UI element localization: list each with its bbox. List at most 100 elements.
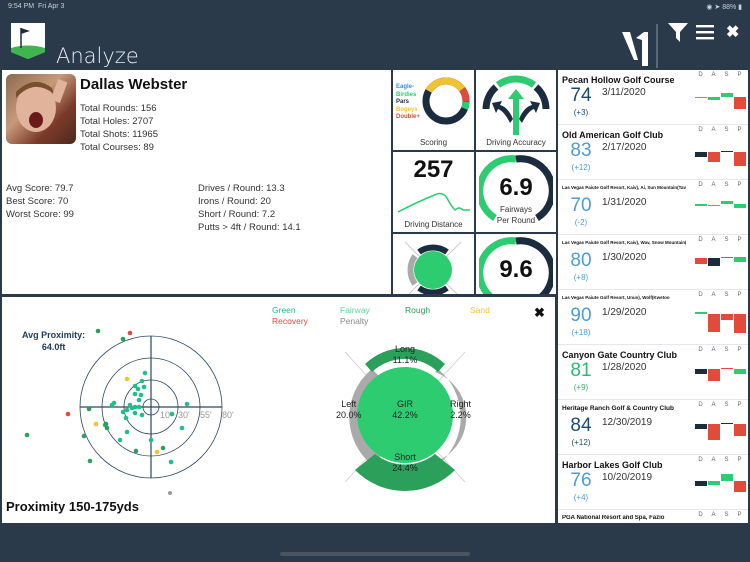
- round-date: 10/20/2019: [602, 472, 653, 483]
- fairways-tile[interactable]: 6.9 Fairways Per Round: [476, 152, 556, 232]
- gir-value: 9.6: [499, 256, 533, 283]
- legend-fairway[interactable]: Fairway: [340, 305, 370, 315]
- legend-double: Double+: [396, 114, 420, 120]
- legend-birdies: Birdies: [396, 91, 417, 98]
- score-stats: Avg Score: 79.7 Best Score: 70 Worst Sco…: [6, 182, 74, 221]
- course-name: Las Vegas Paiute Golf Resort, Kaiv), Wav…: [562, 240, 686, 245]
- course-name: Canyon Gate Country Club: [562, 350, 678, 360]
- app-header: Analyze ✖: [0, 14, 750, 68]
- driving-accuracy-tile[interactable]: Driving Accuracy: [476, 70, 556, 150]
- round-row[interactable]: Canyon Gate Country Club 81 (+9) 1/28/20…: [558, 345, 748, 400]
- menu-icon[interactable]: [696, 24, 714, 40]
- course-name: PGA National Resort and Spa, Fazio: [562, 515, 665, 521]
- legend-penalty[interactable]: Penalty: [340, 316, 369, 326]
- svg-text:55': 55': [200, 410, 212, 420]
- status-battery: ◉ ➤ 88% ▮: [706, 4, 742, 11]
- round-row[interactable]: Harbor Lakes Golf Club 76 (+4) 10/20/201…: [558, 455, 748, 510]
- course-name: Pecan Hollow Golf Course: [562, 75, 675, 85]
- scoring-tile[interactable]: Eagle- Birdies Pars Bogeys Double+ Scori…: [393, 70, 474, 150]
- round-date: 1/28/2020: [602, 362, 647, 373]
- course-name: Harbor Lakes Golf Club: [562, 460, 663, 470]
- close-panel-icon[interactable]: ✖: [534, 305, 545, 320]
- svg-text:30': 30': [178, 410, 190, 420]
- round-date: 12/30/2019: [602, 417, 653, 428]
- proximity-panel: Avg Proximity: 64.0ft 10' 30' 55' 80': [2, 297, 555, 523]
- gir-miss-chart: [344, 348, 467, 492]
- round-score: 80: [570, 250, 592, 271]
- course-name: Las Vegas Paiute Golf Resort, Unuv), Wol…: [562, 295, 670, 300]
- round-row[interactable]: Las Vegas Paiute Golf Resort, Kaiv), Ai,…: [558, 180, 748, 235]
- gir-value-tile[interactable]: 9.6: [476, 234, 556, 294]
- distance-trend-icon: [397, 192, 470, 213]
- golf-flag-logo-icon: [11, 23, 45, 59]
- course-name: Las Vegas Paiute Golf Resort, Kaiv), Ai,…: [562, 185, 686, 190]
- fairways-label: Fairways: [499, 205, 532, 214]
- driving-distance-label: Driving Distance: [404, 220, 463, 229]
- driving-accuracy-label: Driving Accuracy: [486, 138, 546, 147]
- round-diff: (+12): [571, 163, 591, 172]
- worst-score: Worst Score: 99: [6, 209, 74, 220]
- shot-stats: Drives / Round: 13.3 Irons / Round: 20 S…: [198, 182, 301, 234]
- scoring-label: Scoring: [419, 138, 448, 147]
- course-name: Heritage Ranch Golf & Country Club: [562, 405, 674, 412]
- round-date: 3/11/2020: [602, 87, 646, 98]
- round-score: 90: [570, 305, 592, 326]
- rounds-list[interactable]: Pecan Hollow Golf Course 74 (+3) 3/11/20…: [558, 70, 748, 523]
- close-icon[interactable]: ✖: [726, 24, 740, 41]
- scoring-legend: Eagle- Birdies Pars Bogeys Double+: [396, 84, 420, 122]
- round-diff: (+18): [571, 328, 591, 337]
- miss-right: Right 2.2%: [450, 399, 472, 420]
- dashboard: Dallas Webster Total Rounds: 156 Total H…: [0, 68, 750, 524]
- svg-text:80': 80': [222, 410, 234, 420]
- irons-per-round: Irons / Round: 20: [198, 196, 271, 207]
- per-round-label: Per Round: [496, 216, 536, 225]
- total-rounds: Total Rounds: 156: [80, 103, 157, 114]
- round-row[interactable]: Old American Golf Club 83 (+12) 2/17/202…: [558, 125, 748, 180]
- total-shots: Total Shots: 11965: [80, 129, 158, 140]
- round-diff: (+3): [573, 108, 589, 117]
- player-profile-panel: Dallas Webster Total Rounds: 156 Total H…: [2, 70, 391, 294]
- legend-sand[interactable]: Sand: [470, 305, 490, 315]
- legend-rough[interactable]: Rough: [405, 305, 431, 315]
- legend-bogeys: Bogeys: [396, 106, 418, 113]
- round-row[interactable]: Las Vegas Paiute Golf Resort, Unuv), Wol…: [558, 290, 748, 345]
- miss-gir: GIR 42.2%: [392, 399, 418, 420]
- avg-proximity: Avg Proximity: 64.0ft: [22, 329, 85, 353]
- gir-miss-mini-icon: [404, 241, 462, 294]
- round-row[interactable]: Pecan Hollow Golf Course 74 (+3) 3/11/20…: [558, 70, 748, 125]
- round-diff: (+8): [573, 273, 589, 282]
- round-date: 1/30/2020: [602, 252, 647, 263]
- scoring-donut-icon: [422, 77, 470, 125]
- proximity-title: Proximity 150-175yds: [6, 499, 139, 514]
- legend-pars: Pars: [396, 99, 410, 105]
- short-per-round: Short / Round: 7.2: [198, 209, 276, 220]
- best-score: Best Score: 70: [6, 196, 69, 207]
- round-diff: (-2): [574, 218, 588, 227]
- fairways-value: 6.9: [499, 174, 533, 201]
- legend-eagle: Eagle-: [396, 84, 415, 90]
- putts-per-round: Putts > 4ft / Round: 14.1: [198, 222, 301, 233]
- home-indicator[interactable]: [280, 552, 470, 556]
- legend-recovery[interactable]: Recovery: [272, 316, 308, 326]
- avg-proximity-value: 64.0ft: [41, 342, 66, 352]
- avg-proximity-label: Avg Proximity:: [22, 330, 86, 340]
- round-score: 81: [570, 360, 592, 381]
- round-score: 74: [570, 85, 592, 106]
- driving-distance-tile[interactable]: 257 Driving Distance: [393, 152, 474, 232]
- fairways-gauge-icon: [479, 155, 553, 221]
- page-title: Analyze: [56, 44, 139, 68]
- round-row[interactable]: Heritage Ranch Golf & Country Club 84 (+…: [558, 400, 748, 455]
- filter-icon[interactable]: [666, 20, 690, 44]
- gir-mini-tile[interactable]: [393, 234, 474, 294]
- round-score: 70: [570, 195, 592, 216]
- legend-green[interactable]: Green: [272, 305, 296, 315]
- round-diff: (+12): [571, 438, 591, 447]
- round-score: 76: [570, 470, 592, 491]
- round-score: 83: [570, 140, 592, 161]
- round-score: 84: [570, 415, 592, 436]
- status-bar: 9:54 PM Fri Apr 3 ◉ ➤ 88% ▮: [0, 0, 750, 14]
- miss-left: Left 20.0%: [336, 399, 362, 420]
- round-row[interactable]: Las Vegas Paiute Golf Resort, Kaiv), Wav…: [558, 235, 748, 290]
- player-name: Dallas Webster: [80, 76, 188, 93]
